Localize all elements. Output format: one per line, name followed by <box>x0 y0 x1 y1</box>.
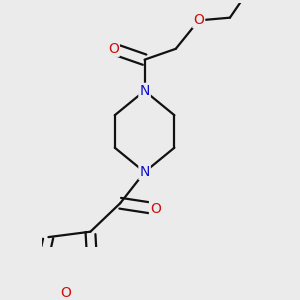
Text: O: O <box>193 14 204 27</box>
Text: O: O <box>61 286 71 300</box>
Text: O: O <box>108 42 119 56</box>
Text: O: O <box>150 202 161 216</box>
Text: N: N <box>140 165 150 179</box>
Text: N: N <box>140 84 150 98</box>
